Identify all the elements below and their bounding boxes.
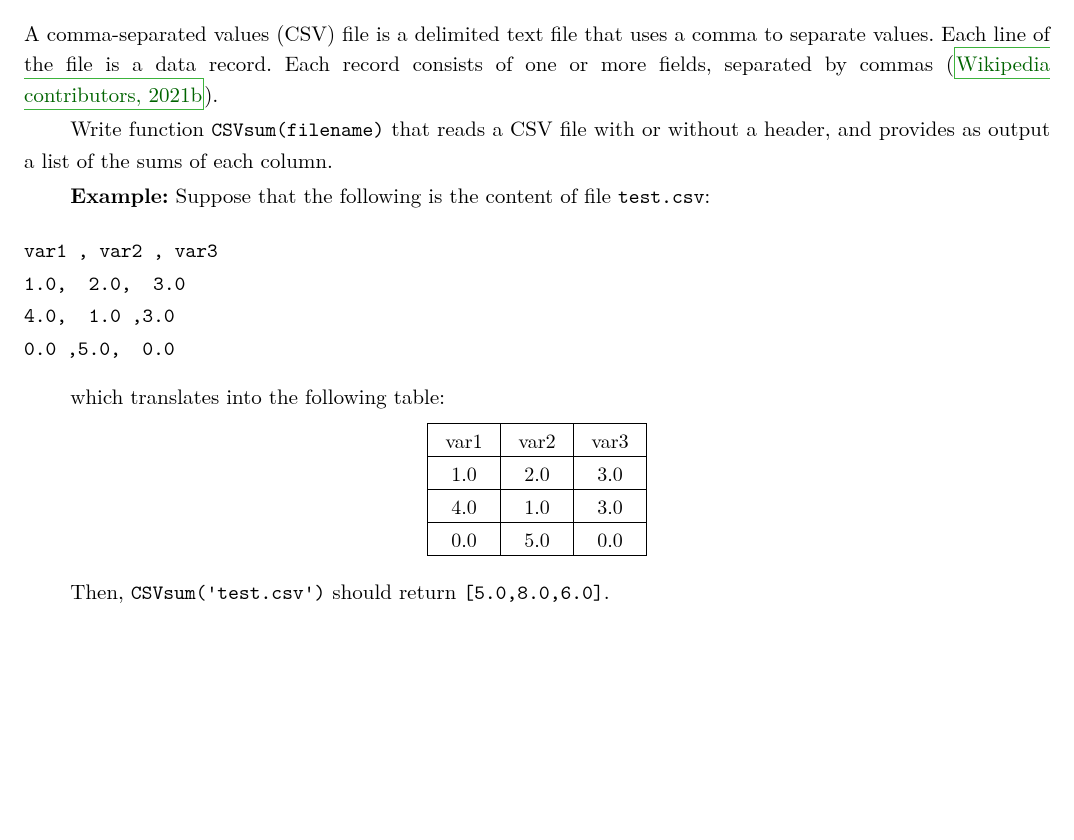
table-header-cell: var2	[501, 424, 574, 457]
task-text-a: Write function	[70, 113, 211, 143]
table-cell: 0.0	[574, 523, 647, 556]
intro-text-pre: A comma-separated values (CSV) file is a…	[24, 18, 1050, 78]
citation-year: 2021b	[149, 79, 203, 109]
example-text-b: :	[704, 180, 710, 210]
table-cell: 2.0	[501, 457, 574, 490]
table-cell: 4.0	[428, 490, 501, 523]
result-text-c: .	[604, 576, 610, 606]
example-text-a: Suppose that the following is the conten…	[169, 180, 618, 210]
table-cell: 5.0	[501, 523, 574, 556]
table-cell: 0.0	[428, 523, 501, 556]
example-paragraph: Example: Suppose that the following is t…	[24, 180, 1050, 212]
result-text-a: Then,	[70, 576, 131, 606]
table-header-cell: var1	[428, 424, 501, 457]
result-paragraph: Then, CSVsum('test.csv') should return […	[24, 576, 1050, 608]
csv-raw-block: var1 , var2 , var3 1.0, 2.0, 3.0 4.0, 1.…	[24, 235, 1050, 365]
intro-paragraph: A comma-separated values (CSV) file is a…	[24, 18, 1050, 109]
table-cell: 3.0	[574, 490, 647, 523]
table-cell: 3.0	[574, 457, 647, 490]
code-call: CSVsum('test.csv')	[131, 578, 325, 606]
table-cell: 1.0	[428, 457, 501, 490]
table-row: 0.0 5.0 0.0	[428, 523, 647, 556]
table-intro: which translates into the following tabl…	[24, 381, 1050, 411]
table-row: 1.0 2.0 3.0	[428, 457, 647, 490]
code-filename: test.csv	[618, 182, 704, 210]
csv-table: var1 var2 var3 1.0 2.0 3.0 4.0 1.0 3.0 0…	[427, 423, 647, 556]
table-cell: 1.0	[501, 490, 574, 523]
code-result: [5.0,8.0,6.0]	[463, 578, 603, 606]
code-fn-signature: CSVsum(filename)	[211, 115, 384, 143]
example-label: Example:	[70, 180, 168, 210]
table-container: var1 var2 var3 1.0 2.0 3.0 4.0 1.0 3.0 0…	[24, 423, 1050, 556]
table-header-cell: var3	[574, 424, 647, 457]
task-paragraph: Write function CSVsum(filename) that rea…	[24, 113, 1050, 175]
table-row: 4.0 1.0 3.0	[428, 490, 647, 523]
table-header-row: var1 var2 var3	[428, 424, 647, 457]
result-text-b: should return	[325, 576, 463, 606]
intro-text-post: ).	[204, 79, 218, 109]
